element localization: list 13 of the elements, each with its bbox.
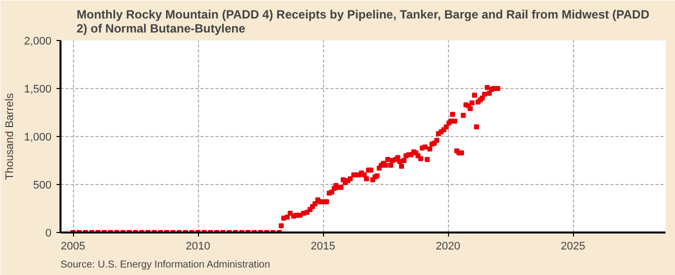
y-axis-title: Thousand Barrels bbox=[4, 92, 16, 180]
y-tick-label: 500 bbox=[33, 180, 52, 192]
y-tick-label: 2,000 bbox=[24, 36, 52, 48]
y-tick-label: 1,500 bbox=[24, 84, 52, 96]
x-tick-label: 2015 bbox=[310, 240, 336, 252]
y-tick-label: 0 bbox=[45, 228, 52, 240]
x-tick-label: 2005 bbox=[60, 240, 86, 252]
x-tick-label: 2025 bbox=[560, 240, 586, 252]
y-tick-label: 1,000 bbox=[24, 132, 52, 144]
chart-title: Monthly Rocky Mountain (PADD 4) Receipts by Pipeline, Tanker, Barge and Rail from Midwest (PADD 2) of Normal Butane-Butylene bbox=[76, 8, 650, 36]
x-tick-label: 2010 bbox=[186, 240, 210, 252]
source-note: Source: U.S. Energy Information Administration bbox=[60, 260, 270, 270]
x-tick-label: 2020 bbox=[436, 240, 460, 252]
